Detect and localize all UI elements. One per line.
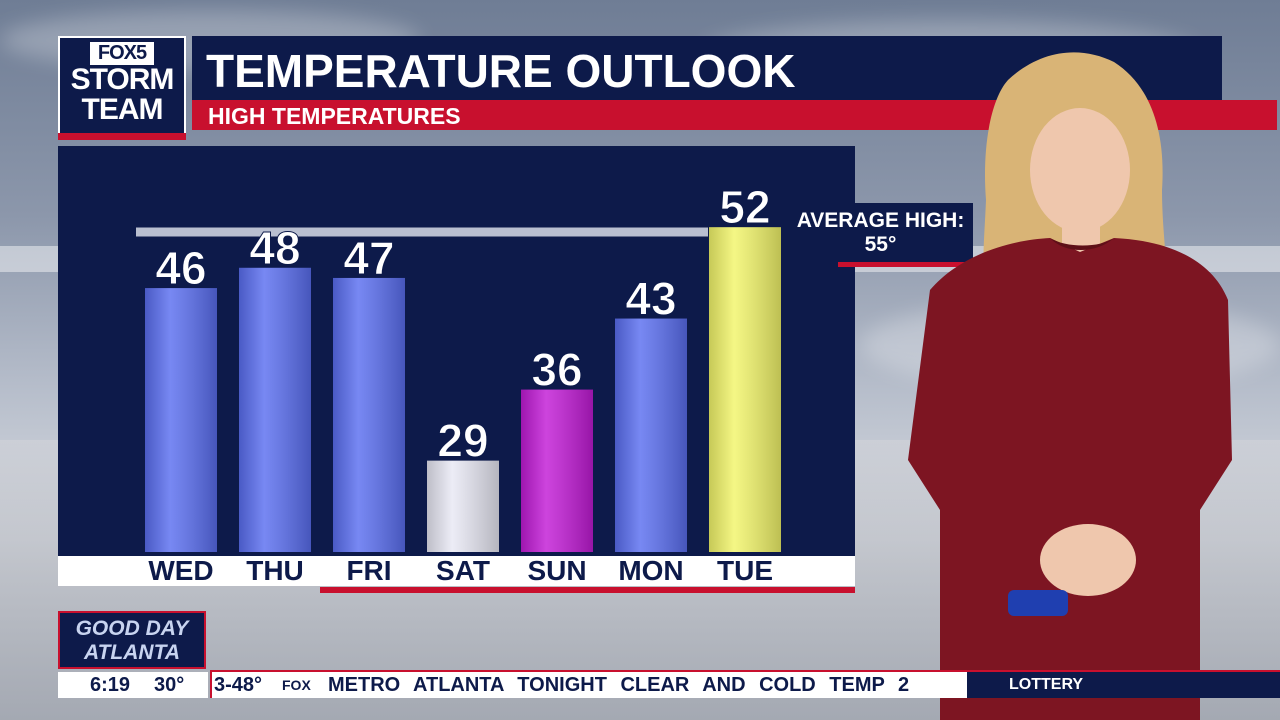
- temperature-bar-chart: 46 WED 48 THU 47 FRI 29 SAT 36 SUN 43 MON 52 TUE: [136, 181, 781, 586]
- day-label-sat: SAT: [436, 555, 490, 586]
- value-label-fri: 47: [343, 232, 394, 284]
- news-ticker: 3-48° FOX METRO ATLANTA TONIGHT CLEAR AN…: [210, 670, 967, 698]
- day-label-mon: MON: [618, 555, 683, 586]
- day-label-tue: TUE: [717, 555, 773, 586]
- average-accent-bar: [838, 262, 973, 267]
- presenter: [908, 52, 1232, 720]
- value-label-sat: 29: [437, 415, 488, 467]
- ticker-text: METRO ATLANTA TONIGHT CLEAR AND COLD TEM…: [328, 674, 910, 696]
- logo-team: TEAM: [81, 93, 164, 126]
- value-label-tue: 52: [719, 181, 770, 233]
- ticker-category-label: LOTTERY: [1009, 676, 1084, 693]
- ticker-category: LOTTERY: [967, 670, 1280, 698]
- good-day-atlanta-logo: GOOD DAY ATLANTA: [58, 611, 206, 669]
- show-name-line1: GOOD DAY: [75, 617, 189, 640]
- ticker-prefix: 3-48°: [214, 674, 263, 696]
- bar-shading-thu: [239, 267, 311, 552]
- fox5-storm-team-logo: FOX5 STORM TEAM: [58, 36, 186, 140]
- page-title: TEMPERATURE OUTLOOK: [206, 45, 796, 97]
- bar-shading-wed: [145, 288, 217, 552]
- current-temp: 30°: [154, 674, 185, 696]
- day-label-wed: WED: [148, 555, 213, 586]
- logo-storm: STORM: [70, 63, 175, 96]
- bar-shading-sun: [521, 389, 593, 552]
- bar-shading-fri: [333, 277, 405, 552]
- day-label-row: [58, 556, 855, 586]
- time-temp-box: 6:19 30°: [58, 672, 208, 698]
- bar-shading-tue: [709, 227, 781, 552]
- day-label-fri: FRI: [346, 555, 391, 586]
- value-label-thu: 48: [249, 222, 300, 274]
- logo-fox5: FOX5: [89, 42, 155, 65]
- value-label-mon: 43: [625, 273, 676, 325]
- chart-accent-bar: [320, 587, 855, 593]
- logo-accent-bar: [58, 133, 186, 140]
- page-subtitle: HIGH TEMPERATURES: [208, 103, 461, 129]
- average-high-value: 55°: [864, 233, 897, 256]
- average-high-label: AVERAGE HIGH:: [796, 209, 965, 232]
- day-label-sun: SUN: [527, 555, 586, 586]
- value-label-sun: 36: [531, 344, 582, 396]
- show-name-line2: ATLANTA: [83, 641, 181, 664]
- value-label-wed: 46: [155, 242, 206, 294]
- current-time: 6:19: [90, 674, 131, 696]
- bar-shading-mon: [615, 318, 687, 552]
- average-high-callout: AVERAGE HIGH: 55°: [788, 203, 973, 263]
- day-label-thu: THU: [246, 555, 304, 586]
- ticker-fox-icon: FOX: [282, 677, 311, 693]
- bar-shading-sat: [427, 460, 499, 552]
